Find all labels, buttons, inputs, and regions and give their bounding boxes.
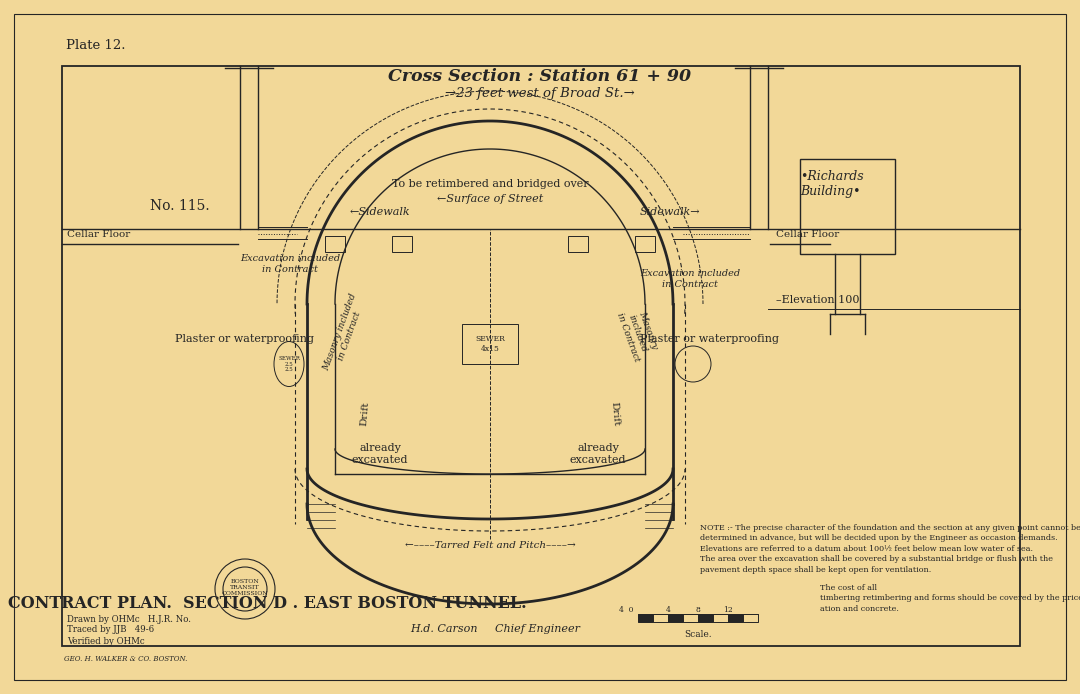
Text: SEWER
4x15: SEWER 4x15 xyxy=(475,335,505,353)
Text: Masonry included
in Contract: Masonry included in Contract xyxy=(322,292,368,375)
Text: BOSTON: BOSTON xyxy=(231,579,259,584)
Bar xyxy=(728,614,743,622)
Text: Verified by OHMc: Verified by OHMc xyxy=(67,636,145,645)
Text: Traced by JJB   49-6: Traced by JJB 49-6 xyxy=(67,625,154,634)
Bar xyxy=(568,236,588,252)
Text: Cellar Floor: Cellar Floor xyxy=(67,230,131,239)
Bar xyxy=(462,324,518,364)
Text: –Elevation 100: –Elevation 100 xyxy=(777,295,860,305)
Text: GEO. H. WALKER & CO. BOSTON.: GEO. H. WALKER & CO. BOSTON. xyxy=(64,655,187,663)
Text: ←Surface of Street: ←Surface of Street xyxy=(437,194,543,204)
Bar xyxy=(713,614,728,622)
Text: Scale.: Scale. xyxy=(685,630,712,639)
Text: No. 115.: No. 115. xyxy=(150,199,210,213)
Text: 8: 8 xyxy=(696,606,701,614)
Text: Plaster or waterproofing: Plaster or waterproofing xyxy=(175,334,314,344)
Text: TRANSIT: TRANSIT xyxy=(230,585,260,590)
Bar xyxy=(669,614,683,622)
Bar xyxy=(392,236,411,252)
Bar xyxy=(325,236,345,252)
Bar xyxy=(800,159,895,254)
Text: CONTRACT PLAN.  SECTION D . EAST BOSTON TUNNEL.: CONTRACT PLAN. SECTION D . EAST BOSTON T… xyxy=(8,595,526,613)
Text: Plate 12.: Plate 12. xyxy=(66,39,125,52)
Text: COMMISSION: COMMISSION xyxy=(221,591,268,596)
Text: already
excavated: already excavated xyxy=(570,443,626,465)
Text: To be retimbered and bridged over: To be retimbered and bridged over xyxy=(392,179,589,189)
Text: Drift: Drift xyxy=(360,401,370,427)
Text: NOTE :- The precise character of the foundation and the section at any given poi: NOTE :- The precise character of the fou… xyxy=(700,524,1080,574)
Text: ←––––Tarred Felt and Pitch––––→: ←––––Tarred Felt and Pitch––––→ xyxy=(405,541,576,550)
Text: Excavation included
in Contract: Excavation included in Contract xyxy=(240,254,340,273)
Text: The cost of all
timbering retimbering and forms should be covered by the prices : The cost of all timbering retimbering an… xyxy=(820,584,1080,613)
Text: 12: 12 xyxy=(724,606,733,614)
Text: Sidewalk→: Sidewalk→ xyxy=(640,207,701,217)
Bar xyxy=(62,66,1020,646)
Text: Masonry
included
in Contract: Masonry included in Contract xyxy=(616,305,661,363)
Bar xyxy=(653,614,669,622)
Text: SEWER
2.5
2.5: SEWER 2.5 2.5 xyxy=(278,356,300,372)
Bar xyxy=(683,614,698,622)
Text: ←Sidewalk: ←Sidewalk xyxy=(350,207,410,217)
Text: Cross Section : Station 61 + 90: Cross Section : Station 61 + 90 xyxy=(389,67,691,85)
Bar xyxy=(698,614,713,622)
Text: Drawn by OHMc   H.J.R. No.: Drawn by OHMc H.J.R. No. xyxy=(67,614,191,623)
Text: Excavation included
in Contract: Excavation included in Contract xyxy=(640,269,740,289)
Text: Plaster or waterproofing: Plaster or waterproofing xyxy=(640,334,779,344)
Text: →23 feet west of Broad St.→: →23 feet west of Broad St.→ xyxy=(445,87,635,99)
Text: Cellar Floor: Cellar Floor xyxy=(777,230,839,239)
Text: •Richards
Building•: •Richards Building• xyxy=(800,170,864,198)
Text: 4: 4 xyxy=(665,606,671,614)
Bar xyxy=(638,614,653,622)
Text: Drift: Drift xyxy=(609,401,621,427)
Bar xyxy=(743,614,758,622)
Text: H.d. Carson     Chief Engineer: H.d. Carson Chief Engineer xyxy=(410,624,580,634)
Bar xyxy=(635,236,654,252)
Text: 4  0: 4 0 xyxy=(619,606,633,614)
Text: already
excavated: already excavated xyxy=(352,443,408,465)
